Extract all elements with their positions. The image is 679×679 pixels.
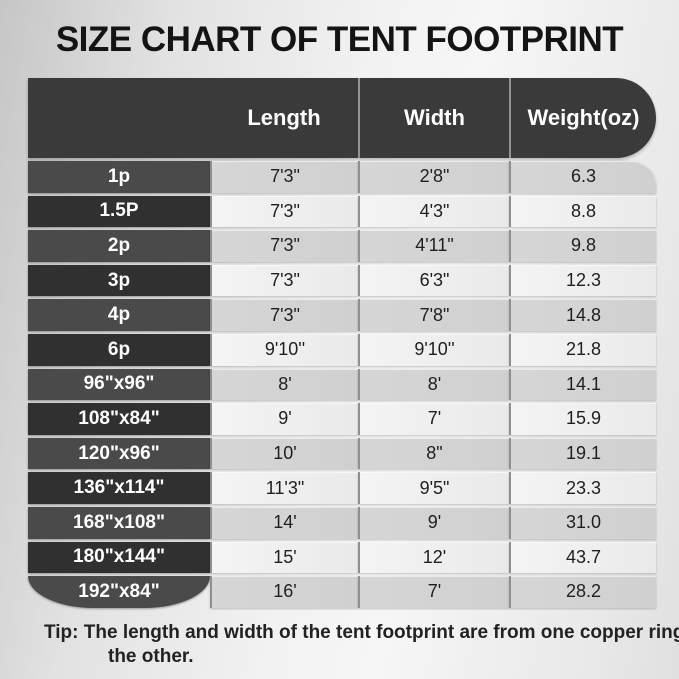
length-cell: 15': [210, 541, 358, 574]
width-cell: 7': [358, 403, 509, 435]
table-header-row: Length Width Weight(oz): [28, 78, 656, 158]
width-cell: 8": [358, 437, 509, 470]
length-cell: 8': [210, 368, 358, 401]
length-cell: 7'3": [210, 161, 358, 193]
row-label-cell: 2p: [28, 230, 210, 262]
weight-cell: 14.8: [509, 299, 656, 331]
header-cell-width: Width: [358, 78, 509, 158]
row-label-cell: 96"x96": [28, 368, 210, 401]
row-label-cell: 1p: [28, 161, 210, 193]
width-cell: 9'10'': [358, 333, 509, 366]
tip-text: The length and width of the tent footpri…: [83, 622, 679, 667]
length-cell: 10': [210, 437, 358, 470]
row-label-cell: 3p: [28, 264, 210, 297]
width-cell: 4'11": [358, 230, 509, 262]
row-label-cell: 192"x84": [28, 576, 210, 608]
tip-label: Tip:: [44, 622, 79, 643]
width-cell: 2'8": [358, 161, 509, 193]
row-label-cell: 4p: [28, 299, 210, 331]
width-cell: 9'5": [358, 472, 509, 504]
row-label-cell: 120"x96": [28, 437, 210, 470]
weight-cell: 43.7: [509, 541, 656, 574]
length-cell: 7'3": [210, 230, 358, 262]
weight-cell: 28.2: [509, 576, 656, 608]
length-cell: 16': [210, 576, 358, 608]
weight-cell: 31.0: [509, 506, 656, 539]
weight-cell: 8.8: [509, 195, 656, 228]
width-cell: 4'3": [358, 195, 509, 228]
row-label-cell: 180"x144": [28, 541, 210, 574]
length-cell: 14': [210, 506, 358, 539]
length-cell: 7'3": [210, 195, 358, 228]
weight-cell: 9.8: [509, 230, 656, 262]
weight-cell: 12.3: [509, 264, 656, 297]
width-cell: 12': [358, 541, 509, 574]
weight-cell: 19.1: [509, 437, 656, 470]
row-label-cell: 6p: [28, 333, 210, 366]
header-cell-empty: [28, 78, 210, 158]
row-label-cell: 108"x84": [28, 403, 210, 435]
row-label-cell: 136"x114": [28, 472, 210, 504]
size-chart-table: Length Width Weight(oz) 1p 7'3" 2'8" 6.3 1.5…: [28, 78, 656, 608]
length-cell: 11'3": [210, 472, 358, 504]
weight-cell: 21.8: [509, 333, 656, 366]
width-cell: 8': [358, 368, 509, 401]
weight-cell: 23.3: [509, 472, 656, 504]
weight-cell: 14.1: [509, 368, 656, 401]
row-label-cell: 1.5P: [28, 195, 210, 228]
tip-note: Tip: The length and width of the tent fo…: [44, 621, 679, 668]
header-cell-length: Length: [247, 105, 321, 130]
length-cell: 9'10'': [210, 333, 358, 366]
table-body: 1p 7'3" 2'8" 6.3 1.5P 7'3" 4'3" 8.8 2p 7'3" 4'11" 9…: [28, 161, 656, 608]
length-cell: 7'3": [210, 299, 358, 331]
width-cell: 6'3": [358, 264, 509, 297]
width-cell: 7': [358, 576, 509, 608]
width-cell: 9': [358, 506, 509, 539]
row-label-cell: 168"x108": [28, 506, 210, 539]
weight-cell: 15.9: [509, 403, 656, 435]
weight-cell: 6.3: [509, 161, 656, 193]
width-cell: 7'8": [358, 299, 509, 331]
header-cell-weight: Weight(oz): [509, 78, 656, 158]
length-cell: 7'3": [210, 264, 358, 297]
page-title: SIZE CHART OF TENT FOOTPRINT: [55, 20, 624, 59]
length-cell: 9': [210, 403, 358, 435]
